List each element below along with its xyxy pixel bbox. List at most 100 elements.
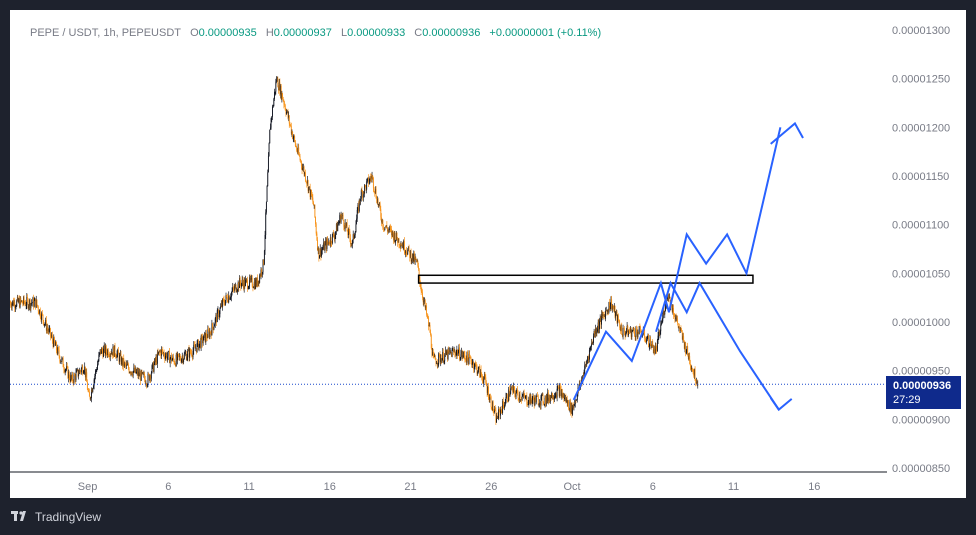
candle-up-body <box>167 351 169 357</box>
candle-up-body <box>625 331 627 334</box>
candle-down-body <box>619 322 621 328</box>
candle-down-body <box>591 343 593 344</box>
candle-up-body <box>31 303 32 304</box>
candle-down-body <box>154 358 156 363</box>
candle-up-body <box>81 366 83 369</box>
candle-up-body <box>662 314 664 322</box>
projection-up-path <box>572 127 782 401</box>
candle-down-body <box>481 376 483 381</box>
candle-up-body <box>569 401 571 411</box>
candle-up-body <box>192 350 194 357</box>
candle-down-body <box>674 316 676 320</box>
candle-up-body <box>607 310 609 312</box>
candle-down-body <box>656 349 658 352</box>
candle-down-body <box>607 310 609 313</box>
candle-down-body <box>588 357 590 360</box>
candle-down-body <box>22 303 24 304</box>
candle-up-body <box>121 357 123 365</box>
candle-down-body <box>212 323 214 327</box>
candle-up-body <box>189 348 191 358</box>
candle-down-body <box>503 404 505 408</box>
candle-up-body <box>615 312 617 313</box>
candle-up-body <box>62 357 63 359</box>
candle-up-body <box>160 349 162 356</box>
candle-down-body <box>386 225 388 229</box>
candle-up-body <box>211 323 213 336</box>
tradingview-brand[interactable]: TradingView <box>11 510 101 524</box>
candle-up-body <box>92 385 94 389</box>
candle-up-body <box>509 393 511 397</box>
candle-down-body <box>279 82 281 95</box>
candle-down-body <box>377 199 379 205</box>
candle-down-body <box>25 303 26 306</box>
candle-down-body <box>469 353 471 358</box>
candle-down-body <box>530 394 532 400</box>
candle-up-body <box>688 356 690 360</box>
candle-up-body <box>547 392 549 401</box>
candle-up-body <box>664 310 666 315</box>
candle-down-body <box>117 350 119 355</box>
candle-down-body <box>690 366 692 370</box>
candle-up-body <box>472 361 474 363</box>
candle-down-body <box>206 333 207 338</box>
candle-up-body <box>549 395 551 402</box>
candle-down-body <box>342 215 344 221</box>
candle-down-body <box>86 372 88 383</box>
candle-down-body <box>448 349 450 352</box>
candle-down-body <box>67 366 69 379</box>
candle-up-body <box>113 345 115 357</box>
candle-up-body <box>125 364 127 366</box>
candle-down-body <box>157 352 159 355</box>
candle-up-body <box>657 335 659 341</box>
candle-down-body <box>606 310 608 312</box>
candle-up-body <box>400 245 402 248</box>
candle-up-body <box>172 356 174 360</box>
candle-up-body <box>564 397 565 400</box>
candle-up-body <box>332 233 334 234</box>
candle-up-body <box>234 284 236 287</box>
candle-down-body <box>507 401 509 402</box>
candle-up-body <box>492 401 493 411</box>
candle-up-body <box>66 366 67 370</box>
high-label: H <box>265 27 274 39</box>
candle-up-body <box>447 349 449 360</box>
price-chart[interactable]: 0.00001300 0.00001250 0.00001200 0.00001150… <box>10 10 966 498</box>
candle-up-body <box>483 378 485 383</box>
candle-down-body <box>655 346 657 350</box>
candle-up-body <box>335 231 337 236</box>
candle-down-body <box>683 340 685 349</box>
candle-down-body <box>480 369 482 375</box>
change-value: +0.00000001 (+0.11%) <box>489 27 602 39</box>
candle-up-body <box>602 314 604 316</box>
candle-down-body <box>36 299 38 306</box>
candle-up-body <box>149 375 151 381</box>
candle-down-body <box>644 329 646 339</box>
candle-down-body <box>560 388 562 396</box>
candle-down-body <box>233 288 235 290</box>
candle-up-body <box>473 367 475 369</box>
candle-up-body <box>637 332 639 338</box>
candle-up-body <box>686 346 688 353</box>
candle-up-body <box>325 240 327 244</box>
candle-down-body <box>680 327 682 331</box>
candle-up-body <box>440 358 442 362</box>
candle-down-body <box>222 298 224 300</box>
candle-down-body <box>601 313 603 316</box>
candle-down-body <box>675 317 677 320</box>
candle-up-body <box>261 272 263 274</box>
candle-down-body <box>408 246 410 251</box>
candle-down-body <box>600 317 602 325</box>
candle-up-body <box>339 215 341 222</box>
candle-up-body <box>518 394 520 401</box>
candle-up-body <box>28 305 30 309</box>
chart-frame[interactable]: 0.00001300 0.00001250 0.00001200 0.00001150… <box>10 10 966 498</box>
candle-up-body <box>555 394 557 397</box>
candle-up-body <box>574 404 576 405</box>
candle-down-body <box>333 236 335 240</box>
candle-down-body <box>442 351 444 363</box>
close-value: 0.00000936 <box>422 27 481 39</box>
candle-down-body <box>461 351 463 358</box>
candle-down-body <box>506 394 508 402</box>
candle-down-body <box>558 386 559 388</box>
candle-down-body <box>251 278 253 287</box>
